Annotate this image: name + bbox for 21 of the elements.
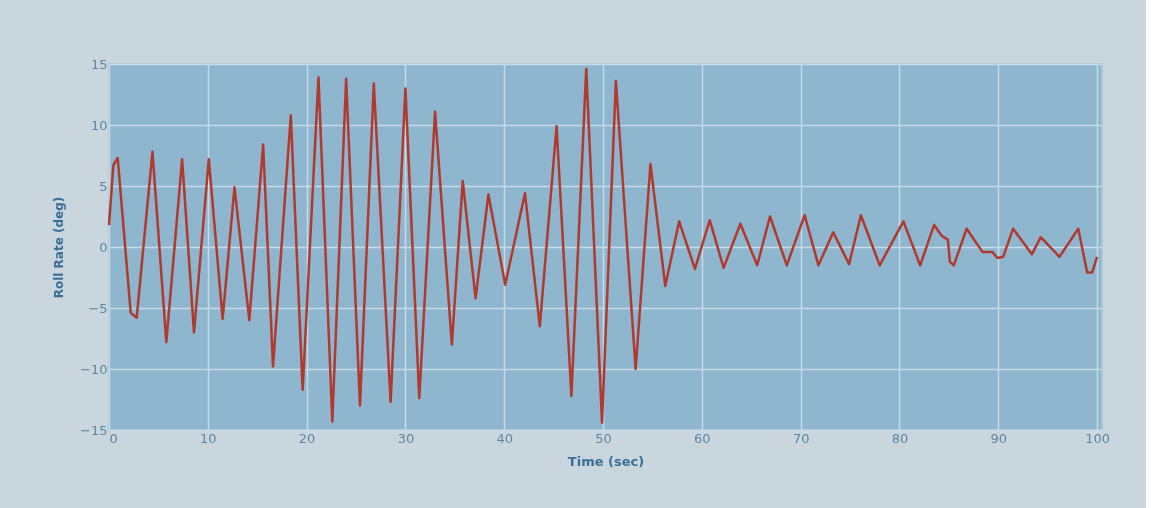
y-tick-label: 10 — [90, 117, 108, 133]
x-tick-label: 70 — [792, 430, 810, 446]
x-tick-label: 80 — [891, 430, 909, 446]
y-tick-label: −10 — [80, 361, 108, 377]
x-tick-label: 100 — [1085, 430, 1110, 446]
line-series — [107, 67, 1099, 424]
x-tick-label: 20 — [298, 430, 316, 446]
x-axis-title: Time (sec) — [567, 453, 645, 469]
y-tick-label: −15 — [80, 422, 108, 438]
y-tick-label: 15 — [90, 56, 108, 72]
y-tick-label: 5 — [99, 178, 108, 194]
y-axis-title: Roll Rate (deg) — [52, 196, 67, 299]
x-tick-label: 60 — [694, 430, 711, 446]
y-tick-label: 0 — [99, 239, 108, 255]
x-tick-label: 90 — [990, 430, 1008, 446]
y-tick-label: −5 — [88, 300, 108, 316]
x-tick-label: 30 — [397, 430, 415, 446]
x-tick-label: 10 — [200, 430, 217, 446]
x-tick-label: 0 — [109, 430, 118, 446]
x-tick-label: 50 — [595, 430, 612, 446]
x-tick-label: 40 — [496, 430, 513, 446]
